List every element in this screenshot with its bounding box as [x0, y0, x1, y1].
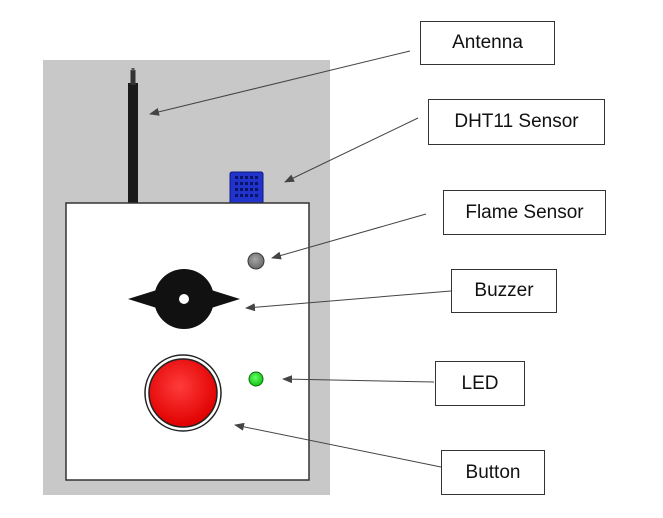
- buzzer-leader-arrow: [245, 290, 452, 312]
- antenna-component: [128, 68, 138, 205]
- antenna-leader-arrow: [149, 50, 411, 116]
- antenna-label: Antenna: [420, 21, 555, 65]
- led-leader-arrow: [282, 375, 435, 384]
- dht11-leader-arrow: [284, 117, 419, 183]
- buzzer-component: [128, 269, 240, 329]
- button-component: [144, 354, 222, 432]
- dht11-sensor-label: DHT11 Sensor: [428, 99, 605, 145]
- buzzer-label: Buzzer: [451, 269, 557, 313]
- led-component: [248, 371, 264, 387]
- device-enclosure: [65, 202, 310, 481]
- flame-leader-arrow: [271, 213, 427, 260]
- flame-sensor-component: [247, 252, 265, 270]
- button-label: Button: [441, 450, 545, 495]
- button-leader-arrow: [234, 422, 442, 468]
- flame-sensor-label: Flame Sensor: [443, 190, 606, 235]
- dht11-sensor-component: [229, 171, 264, 206]
- led-label: LED: [435, 361, 525, 406]
